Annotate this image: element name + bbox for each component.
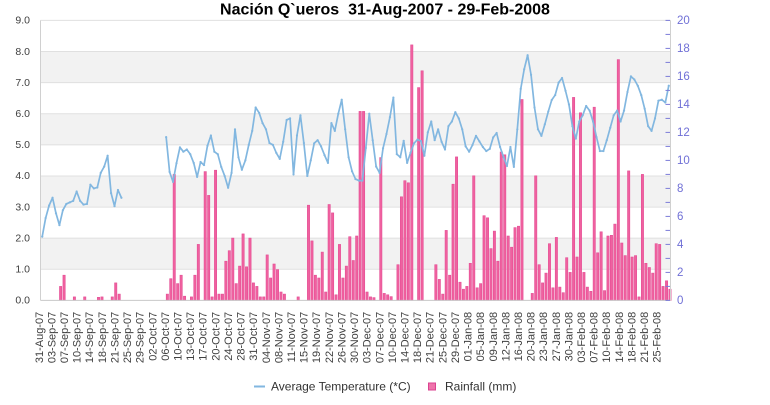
- svg-text:18: 18: [677, 43, 690, 55]
- svg-text:8: 8: [677, 183, 683, 195]
- svg-text:29-Sep-07: 29-Sep-07: [135, 312, 147, 363]
- svg-text:14-Dec-07: 14-Dec-07: [399, 312, 411, 363]
- svg-text:7.0: 7.0: [15, 77, 30, 89]
- svg-text:03-Feb-08: 03-Feb-08: [576, 312, 588, 363]
- svg-text:18-Feb-08: 18-Feb-08: [626, 312, 638, 363]
- svg-text:14-Feb-08: 14-Feb-08: [614, 312, 626, 363]
- svg-text:25-Dec-07: 25-Dec-07: [437, 312, 449, 363]
- svg-text:09-Jan-08: 09-Jan-08: [488, 312, 500, 362]
- svg-text:0: 0: [677, 295, 683, 307]
- svg-text:6: 6: [677, 211, 683, 223]
- svg-text:9.0: 9.0: [15, 15, 30, 27]
- svg-text:20-Oct-07: 20-Oct-07: [210, 312, 222, 361]
- svg-text:Nación Q`ueros 31-Aug-2007 -: Nación Q`ueros 31-Aug-2007 - 29-Feb-2008: [220, 2, 550, 19]
- svg-text:21-Feb-08: 21-Feb-08: [639, 312, 651, 363]
- svg-text:1.0: 1.0: [15, 264, 30, 276]
- svg-text:23-Jan-08: 23-Jan-08: [538, 312, 550, 362]
- svg-text:05-Jan-08: 05-Jan-08: [475, 312, 487, 362]
- svg-text:2: 2: [677, 267, 683, 279]
- svg-text:10-Dec-07: 10-Dec-07: [387, 312, 399, 363]
- svg-text:0.0: 0.0: [15, 295, 30, 307]
- svg-text:30-Jan-08: 30-Jan-08: [563, 312, 575, 362]
- svg-text:20-Jan-08: 20-Jan-08: [526, 312, 538, 362]
- svg-text:3.0: 3.0: [15, 201, 30, 213]
- svg-text:29-Dec-07: 29-Dec-07: [450, 312, 462, 363]
- svg-text:17-Oct-07: 17-Oct-07: [198, 312, 210, 361]
- svg-text:14: 14: [677, 99, 690, 111]
- svg-text:20: 20: [677, 15, 690, 27]
- svg-text:21-Dec-07: 21-Dec-07: [425, 312, 437, 363]
- svg-text:12-Jan-08: 12-Jan-08: [500, 312, 512, 362]
- svg-text:21-Sep-07: 21-Sep-07: [109, 312, 121, 363]
- svg-text:25-Feb-08: 25-Feb-08: [652, 312, 664, 363]
- svg-text:11-Nov-07: 11-Nov-07: [286, 312, 298, 363]
- svg-text:08-Nov-07: 08-Nov-07: [273, 312, 285, 363]
- svg-text:28-Oct-07: 28-Oct-07: [236, 312, 248, 361]
- svg-text:14-Sep-07: 14-Sep-07: [84, 312, 96, 363]
- svg-text:18-Dec-07: 18-Dec-07: [412, 312, 424, 363]
- svg-text:04-Nov-07: 04-Nov-07: [261, 312, 273, 363]
- svg-text:27-Jan-08: 27-Jan-08: [551, 312, 563, 362]
- svg-text:10: 10: [677, 155, 690, 167]
- svg-text:06-Oct-07: 06-Oct-07: [160, 312, 172, 361]
- svg-text:03-Dec-07: 03-Dec-07: [362, 312, 374, 363]
- svg-text:10-Oct-07: 10-Oct-07: [173, 312, 185, 361]
- svg-text:Average Temperature (*C): Average Temperature (*C): [271, 380, 411, 394]
- svg-text:19-Nov-07: 19-Nov-07: [311, 312, 323, 363]
- svg-text:07-Sep-07: 07-Sep-07: [59, 312, 71, 363]
- svg-text:4: 4: [677, 239, 684, 251]
- svg-text:18-Sep-07: 18-Sep-07: [97, 312, 109, 363]
- svg-text:Rainfall (mm): Rainfall (mm): [445, 380, 516, 394]
- svg-text:5.0: 5.0: [15, 139, 30, 151]
- svg-text:31-Oct-07: 31-Oct-07: [248, 312, 260, 361]
- svg-text:25-Sep-07: 25-Sep-07: [122, 312, 134, 363]
- svg-text:01-Jan-08: 01-Jan-08: [463, 312, 475, 362]
- svg-text:31-Aug-07: 31-Aug-07: [34, 312, 46, 363]
- svg-text:10-Feb-08: 10-Feb-08: [601, 312, 613, 363]
- svg-text:07-Dec-07: 07-Dec-07: [374, 312, 386, 363]
- svg-text:03-Sep-07: 03-Sep-07: [46, 312, 58, 363]
- svg-text:4.0: 4.0: [15, 170, 30, 182]
- svg-text:10-Sep-07: 10-Sep-07: [72, 312, 84, 363]
- svg-text:30-Nov-07: 30-Nov-07: [349, 312, 361, 363]
- svg-text:6.0: 6.0: [15, 108, 30, 120]
- svg-text:8.0: 8.0: [15, 46, 30, 58]
- svg-text:13-Oct-07: 13-Oct-07: [185, 312, 197, 361]
- svg-text:12: 12: [677, 127, 690, 139]
- svg-text:26-Nov-07: 26-Nov-07: [336, 312, 348, 363]
- svg-text:16-Jan-08: 16-Jan-08: [513, 312, 525, 362]
- svg-text:07-Feb-08: 07-Feb-08: [589, 312, 601, 363]
- svg-text:15-Nov-07: 15-Nov-07: [299, 312, 311, 363]
- svg-text:24-Oct-07: 24-Oct-07: [223, 312, 235, 361]
- svg-text:16: 16: [677, 71, 690, 83]
- svg-text:02-Oct-07: 02-Oct-07: [147, 312, 159, 361]
- svg-text:22-Nov-07: 22-Nov-07: [324, 312, 336, 363]
- svg-text:2.0: 2.0: [15, 232, 30, 244]
